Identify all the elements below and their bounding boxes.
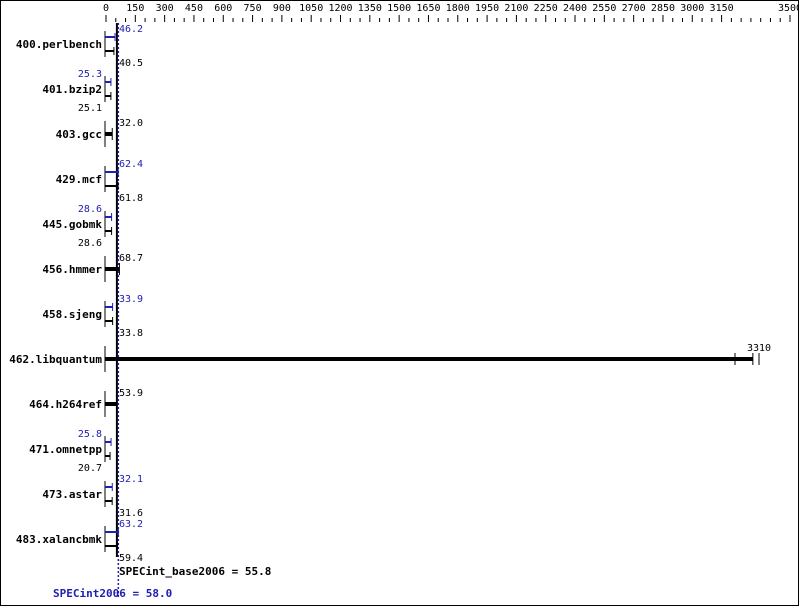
bench-label: 464.h264ref bbox=[29, 398, 102, 411]
x-tick-label: 2850 bbox=[651, 3, 675, 14]
bench-label: 429.mcf bbox=[56, 173, 102, 186]
x-tick-label: 1500 bbox=[387, 3, 411, 14]
value-label: 61.8 bbox=[119, 193, 143, 204]
bench-row: 445.gobmk 28.6 28.6 bbox=[42, 204, 113, 249]
value-label: 63.2 bbox=[119, 519, 143, 530]
value-label: 25.1 bbox=[78, 103, 102, 114]
peak-summary: SPECint2006 = 58.0 bbox=[53, 587, 172, 600]
value-label: 59.4 bbox=[119, 553, 143, 564]
bench-label: 458.sjeng bbox=[42, 308, 102, 321]
value-label: 32.0 bbox=[119, 118, 143, 129]
bench-rows: 400.perlbench46.240.5401.bzip225.325.140… bbox=[9, 24, 771, 564]
value-label: 25.3 bbox=[78, 69, 102, 80]
x-tick-label: 2250 bbox=[534, 3, 558, 14]
base-summary: SPECint_base2006 = 55.8 bbox=[119, 565, 271, 578]
bench-label: 403.gcc bbox=[56, 128, 102, 141]
x-tick-label: 900 bbox=[273, 3, 291, 14]
value-label: 28.6 bbox=[78, 204, 102, 215]
bench-row: 471.omnetpp 25.8 20.7 bbox=[29, 429, 112, 474]
bench-row: 473.astar 32.1 31.6 bbox=[42, 474, 143, 519]
x-tick-label: 3000 bbox=[680, 3, 704, 14]
bench-label: 456.hmmer bbox=[42, 263, 102, 276]
x-axis: 0 150 300 450 600 750 900 1050 1200 1350 1500 1650 1… bbox=[103, 3, 799, 599]
value-label: 68.7 bbox=[119, 253, 143, 264]
bench-row: 464.h264ref 53.9 bbox=[29, 388, 143, 417]
bench-row: 458.sjeng 33.9 33.8 bbox=[42, 294, 143, 339]
value-label: 31.6 bbox=[119, 508, 143, 519]
x-tick-label: 3150 bbox=[710, 3, 734, 14]
bench-label: 445.gobmk bbox=[42, 218, 102, 231]
x-tick-label: 1050 bbox=[299, 3, 323, 14]
x-tick-label: 1200 bbox=[328, 3, 352, 14]
x-tick-label: 600 bbox=[214, 3, 232, 14]
bench-row: 401.bzip2 25.3 25.1 bbox=[42, 69, 112, 114]
value-label: 40.5 bbox=[119, 58, 143, 69]
bench-label: 400.perlbench bbox=[16, 38, 102, 51]
value-label: 25.8 bbox=[78, 429, 102, 440]
value-label: 20.7 bbox=[78, 463, 102, 474]
value-label: 53.9 bbox=[119, 388, 143, 399]
bench-row: 429.mcf 62.4 61.8 bbox=[56, 159, 143, 204]
x-tick-label: 1650 bbox=[416, 3, 440, 14]
x-tick-label: 3500 bbox=[778, 3, 799, 14]
bench-label: 483.xalancbmk bbox=[16, 533, 102, 546]
x-tick-label: 0 bbox=[103, 3, 109, 14]
x-tick-label: 1950 bbox=[475, 3, 499, 14]
bench-row: 462.libquantum 3310 bbox=[9, 343, 771, 372]
x-tick-label: 750 bbox=[244, 3, 262, 14]
x-tick-label: 1350 bbox=[358, 3, 382, 14]
bench-row: 400.perlbench 46.2 40.5 bbox=[16, 24, 143, 69]
value-label: 33.9 bbox=[119, 294, 143, 305]
x-tick-label: 450 bbox=[185, 3, 203, 14]
x-tick-label: 2550 bbox=[592, 3, 616, 14]
x-tick-label: 1800 bbox=[446, 3, 470, 14]
bench-row: 456.hmmer 68.7 bbox=[42, 253, 143, 282]
bench-label: 473.astar bbox=[42, 488, 102, 501]
bench-label: 401.bzip2 bbox=[42, 83, 102, 96]
bench-label: 471.omnetpp bbox=[29, 443, 102, 456]
value-label: 46.2 bbox=[119, 24, 143, 35]
bench-row: 403.gcc 32.0 bbox=[56, 118, 143, 147]
bench-row: 483.xalancbmk 63.2 59.4 bbox=[16, 519, 143, 564]
value-label: 32.1 bbox=[119, 474, 143, 485]
value-label: 33.8 bbox=[119, 328, 143, 339]
value-label: 62.4 bbox=[119, 159, 143, 170]
value-label: 3310 bbox=[747, 343, 771, 354]
x-tick-label: 2100 bbox=[504, 3, 528, 14]
x-tick-label: 2400 bbox=[563, 3, 587, 14]
bench-label: 462.libquantum bbox=[9, 353, 102, 366]
x-tick-label: 150 bbox=[126, 3, 144, 14]
value-label: 28.6 bbox=[78, 238, 102, 249]
x-tick-label: 300 bbox=[156, 3, 174, 14]
x-tick-label: 2700 bbox=[622, 3, 646, 14]
